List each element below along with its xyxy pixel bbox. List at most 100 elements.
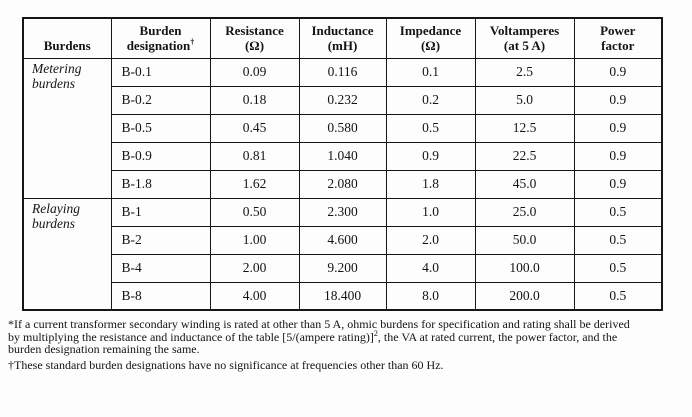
table-row: Metering burdens B-0.1 0.09 0.116 0.1 2.5 0.9 [22, 57, 663, 199]
header-label: Impedance [399, 22, 462, 38]
cell-voltamperes: 5.0 [474, 85, 575, 115]
cell-designation: B-0.1 [110, 57, 211, 87]
cell-power-factor: 0.5 [573, 197, 663, 227]
footnote-asterisk-line-2: by multiplying the resistance and induct… [8, 328, 692, 344]
cell-impedance: 8.0 [385, 281, 476, 311]
section-label-line: Relaying [32, 200, 80, 216]
cell-designation: B-1 [110, 197, 211, 227]
footnotes: *If a current transformer secondary wind… [8, 318, 692, 371]
table-row: B-8 4.00 18.400 8.0 200.0 0.5 [23, 281, 663, 311]
cell-designation: B-8 [110, 281, 211, 311]
footnote-text: , the VA at rated current, the power fac… [377, 329, 618, 344]
header-row: Burdens Burden designation† Resistance (Ω)… [22, 17, 663, 59]
header-unit: (at 5 A) [503, 38, 546, 54]
superscript-2: 2 [373, 328, 378, 338]
cell-resistance: 0.45 [209, 113, 300, 143]
cell-resistance: 0.81 [209, 141, 300, 171]
cell-voltamperes: 200.0 [474, 281, 575, 311]
header-label: Inductance [311, 22, 374, 38]
cell-designation: B-4 [110, 253, 211, 283]
footnote-text: †These standard burden designations have… [8, 357, 444, 372]
header-burden-designation: Burden designation† [110, 17, 211, 59]
header-resistance: Resistance (Ω) [209, 17, 300, 59]
cell-inductance: 2.300 [298, 197, 387, 227]
cell-voltamperes: 22.5 [474, 141, 575, 171]
document-page: Burdens Burden designation† Resistance (Ω)… [0, 17, 692, 417]
cell-power-factor: 0.9 [573, 141, 663, 171]
table-row: B-4 2.00 9.200 4.0 100.0 0.5 [23, 253, 663, 283]
cell-voltamperes: 45.0 [474, 169, 575, 199]
table-header: Burdens Burden designation† Resistance (Ω)… [22, 17, 663, 59]
header-inductance: Inductance (mH) [298, 17, 387, 59]
cell-resistance: 1.62 [209, 169, 300, 199]
footnote-dagger-line: †These standard burden designations have… [8, 357, 692, 372]
cell-designation: B-0.2 [110, 85, 211, 115]
header-label: Power [600, 22, 636, 38]
table-body: Metering burdens B-0.1 0.09 0.116 0.1 2.5 0.9 B-… [22, 57, 663, 311]
cell-designation: B-0.5 [110, 113, 211, 143]
table-row: B-2 1.00 4.600 2.0 50.0 0.5 [23, 225, 663, 255]
cell-inductance: 0.116 [298, 57, 387, 87]
cell-inductance: 9.200 [298, 253, 387, 283]
dagger-mark: † [190, 37, 195, 47]
table-row: B-0.2 0.18 0.232 0.2 5.0 0.9 [23, 85, 663, 115]
table-row: B-1.8 1.62 2.080 1.8 45.0 0.9 [23, 169, 663, 199]
cell-inductance: 18.400 [298, 281, 387, 311]
section-label-line: burdens [32, 215, 75, 231]
cell-impedance: 0.2 [385, 85, 476, 115]
cell-impedance: 0.1 [385, 57, 476, 87]
cell-designation: B-1.8 [110, 169, 211, 199]
footnote-text: by multiplying the resistance and induct… [8, 329, 374, 344]
header-burdens: Burdens [22, 17, 112, 59]
header-unit: (Ω) [244, 38, 265, 54]
cell-impedance: 4.0 [385, 253, 476, 283]
header-label: Resistance [225, 22, 284, 38]
cell-inductance: 0.232 [298, 85, 387, 115]
cell-impedance: 1.8 [385, 169, 476, 199]
cell-designation: B-2 [110, 225, 211, 255]
cell-inductance: 4.600 [298, 225, 387, 255]
cell-resistance: 4.00 [209, 281, 300, 311]
cell-resistance: 0.09 [209, 57, 300, 87]
cell-inductance: 0.580 [298, 113, 387, 143]
cell-impedance: 0.9 [385, 141, 476, 171]
header-label: factor [601, 38, 635, 54]
header-impedance: Impedance (Ω) [385, 17, 476, 59]
table-row: Relaying burdens B-1 0.50 2.300 1.0 25.0 0.5 [22, 197, 663, 311]
cell-designation: B-0.9 [110, 141, 211, 171]
cell-resistance: 1.00 [209, 225, 300, 255]
cell-power-factor: 0.9 [573, 57, 663, 87]
cell-impedance: 2.0 [385, 225, 476, 255]
footnote-asterisk-line-3: burden designation remaining the same. [8, 343, 692, 356]
cell-impedance: 0.5 [385, 113, 476, 143]
cell-impedance: 1.0 [385, 197, 476, 227]
header-power-factor: Power factor [573, 17, 663, 59]
header-unit: (Ω) [420, 38, 441, 54]
cell-power-factor: 0.9 [573, 169, 663, 199]
table-row: B-0.5 0.45 0.580 0.5 12.5 0.9 [23, 113, 663, 143]
section-label: Metering burdens [22, 57, 112, 199]
section-label-line: burdens [32, 75, 75, 91]
footnote-text: burden designation remaining the same. [8, 342, 200, 357]
table-row: B-0.9 0.81 1.040 0.9 22.5 0.9 [23, 141, 663, 171]
cell-resistance: 0.18 [209, 85, 300, 115]
header-label: Voltamperes [489, 22, 560, 38]
header-voltamperes: Voltamperes (at 5 A) [474, 17, 575, 59]
cell-power-factor: 0.5 [573, 253, 663, 283]
cell-voltamperes: 25.0 [474, 197, 575, 227]
cell-power-factor: 0.5 [573, 281, 663, 311]
cell-voltamperes: 50.0 [474, 225, 575, 255]
cell-power-factor: 0.5 [573, 225, 663, 255]
header-unit: (mH) [327, 38, 358, 54]
cell-resistance: 2.00 [209, 253, 300, 283]
header-label: designation [126, 38, 191, 54]
cell-inductance: 2.080 [298, 169, 387, 199]
cell-power-factor: 0.9 [573, 113, 663, 143]
section-label-line: Metering [32, 60, 82, 76]
cell-inductance: 1.040 [298, 141, 387, 171]
footnote-text: *If a current transformer secondary wind… [8, 317, 630, 331]
header-label: Burden [139, 22, 182, 38]
cell-voltamperes: 100.0 [474, 253, 575, 283]
cell-power-factor: 0.9 [573, 85, 663, 115]
cell-voltamperes: 2.5 [474, 57, 575, 87]
